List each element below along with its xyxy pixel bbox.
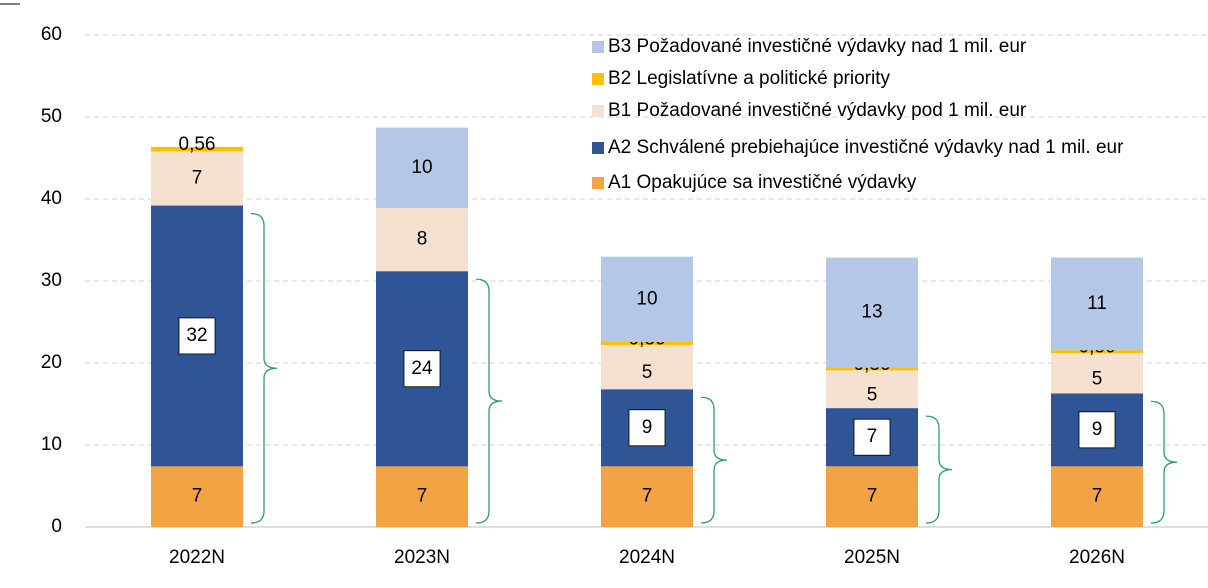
bar-segment — [826, 367, 918, 371]
bar-segment — [1051, 257, 1143, 351]
bar-segment — [601, 256, 693, 343]
legend-label: A1 Opakujúce sa investičné výdavky — [608, 172, 917, 193]
brace — [475, 278, 503, 524]
bar-segment — [1051, 353, 1143, 394]
data-label: 5 — [1092, 368, 1103, 389]
data-label: 11 — [1087, 293, 1107, 314]
legend-swatch — [592, 41, 604, 53]
data-label: 10 — [636, 288, 657, 309]
label-box — [853, 418, 891, 456]
legend-label: B2 Legislatívne a politické priority — [608, 68, 890, 89]
bar-segment — [1051, 466, 1143, 527]
bar-segment — [376, 127, 468, 209]
data-label: 9 — [642, 417, 653, 438]
brace — [250, 212, 278, 524]
x-tick-label: 2025N — [844, 547, 900, 568]
bar-segment — [601, 466, 693, 527]
legend-swatch — [592, 73, 604, 85]
data-label: 13 — [861, 302, 882, 323]
brace — [1150, 400, 1178, 524]
data-label: 7 — [1092, 486, 1103, 507]
label-box — [1078, 411, 1116, 449]
data-label: 9 — [1092, 419, 1103, 440]
legend-swatch — [592, 142, 604, 154]
y-tick-label: 40 — [41, 188, 62, 209]
label-box — [178, 317, 216, 355]
data-label: 7 — [867, 486, 878, 507]
data-label: 5 — [867, 384, 878, 405]
bar-segment — [826, 466, 918, 527]
y-tick-label: 30 — [41, 270, 62, 291]
bar-segment — [826, 257, 918, 368]
brace — [700, 396, 728, 524]
bar-segment — [376, 466, 468, 527]
data-label: 7 — [642, 486, 653, 507]
bar-segment — [601, 344, 693, 390]
bar-segment — [151, 151, 243, 206]
legend-swatch — [592, 105, 604, 117]
label-box — [403, 350, 441, 388]
data-label: 7 — [192, 486, 203, 507]
x-tick-label: 2024N — [619, 547, 675, 568]
label-box — [628, 409, 666, 447]
legend-swatch — [592, 177, 604, 189]
bar-segment — [601, 342, 693, 345]
data-label: 7 — [192, 168, 203, 189]
x-tick-label: 2022N — [169, 547, 225, 568]
legend-label: A2 Schválené prebiehajúce investičné výd… — [608, 137, 1124, 158]
data-label: 5 — [642, 362, 653, 383]
y-tick-label: 60 — [41, 24, 62, 45]
bar-segment — [151, 146, 243, 152]
data-label: 7 — [417, 486, 428, 507]
bar-segment — [376, 208, 468, 272]
bar-segment — [151, 466, 243, 527]
bar-segment — [826, 370, 918, 409]
bar-segment — [1051, 350, 1143, 354]
data-label: 24 — [411, 358, 433, 379]
legend-label: B3 Požadované investičné výdavky nad 1 m… — [608, 36, 1027, 57]
data-label: 10 — [411, 157, 432, 178]
y-tick-label: 10 — [41, 434, 62, 455]
brace — [925, 415, 953, 524]
data-label: 7 — [867, 426, 878, 447]
y-tick-label: 50 — [41, 106, 62, 127]
legend-label: B1 Požadované investičné výdavky pod 1 m… — [608, 100, 1027, 121]
y-tick-label: 0 — [51, 516, 62, 537]
data-label: 0,56 — [179, 134, 216, 155]
data-label: 8 — [417, 229, 428, 250]
data-label: 32 — [186, 325, 207, 346]
y-tick-label: 20 — [41, 352, 62, 373]
x-tick-label: 2023N — [394, 547, 450, 568]
x-tick-label: 2026N — [1069, 547, 1125, 568]
